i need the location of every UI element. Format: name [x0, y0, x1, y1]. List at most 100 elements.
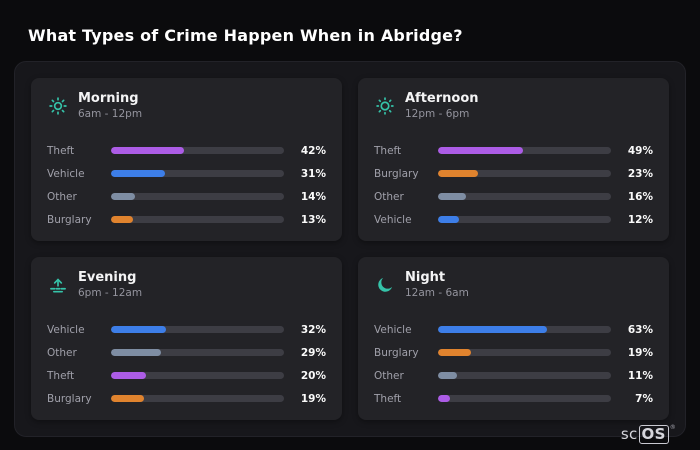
- bar-row: Theft 42%: [47, 143, 326, 158]
- bar-track: [111, 216, 284, 223]
- percentage-value: 7%: [635, 392, 653, 405]
- bar-fill: [111, 216, 134, 223]
- panel-afternoon-header: Afternoon 12pm - 6pm: [374, 91, 653, 120]
- panel-subtitle: 6am - 12pm: [78, 108, 143, 120]
- scos-logo: sc OS ®: [620, 423, 676, 444]
- bar-fill: [438, 372, 458, 379]
- category-label: Burglary: [374, 167, 419, 180]
- bar-fill: [438, 170, 478, 177]
- bar-row: Vehicle 32%: [47, 322, 326, 337]
- percentage-value: 19%: [627, 346, 653, 359]
- moon-icon: [374, 274, 396, 296]
- bar-row: Vehicle 31%: [47, 166, 326, 181]
- category-label: Other: [47, 190, 77, 203]
- bar-row: Vehicle 63%: [374, 322, 653, 337]
- bar-fill: [438, 326, 547, 333]
- category-label: Burglary: [47, 392, 92, 405]
- category-label: Burglary: [47, 213, 92, 226]
- category-label: Other: [374, 369, 404, 382]
- bar-fill: [438, 395, 451, 402]
- category-label: Vehicle: [374, 323, 412, 336]
- percentage-value: 19%: [300, 392, 326, 405]
- registered-mark: ®: [669, 423, 676, 431]
- percentage-value: 11%: [627, 369, 653, 382]
- panel-subtitle: 12pm - 6pm: [405, 108, 470, 120]
- panel-subtitle: 12am - 6am: [405, 287, 469, 299]
- bar-fill: [111, 349, 162, 356]
- panel-evening-header: Evening 6pm - 12am: [47, 270, 326, 299]
- bar-track: [111, 147, 284, 154]
- bar-track: [111, 349, 284, 356]
- bar-track: [438, 326, 611, 333]
- bar-chart: Theft 42% Vehicle 31% Other 14% Burglary…: [47, 143, 326, 229]
- panel-title: Night: [405, 270, 446, 285]
- percentage-value: 31%: [300, 167, 326, 180]
- percentage-value: 23%: [627, 167, 653, 180]
- bar-track: [111, 395, 284, 402]
- category-label: Theft: [374, 144, 402, 157]
- bar-row: Burglary 13%: [47, 212, 326, 227]
- bar-row: Other 29%: [47, 345, 326, 360]
- bar-track: [111, 170, 284, 177]
- percentage-value: 20%: [300, 369, 326, 382]
- page-title: What Types of Crime Happen When in Abrid…: [28, 26, 463, 45]
- bar-row: Burglary 19%: [374, 345, 653, 360]
- category-label: Vehicle: [47, 323, 85, 336]
- bar-row: Other 14%: [47, 189, 326, 204]
- sunset-icon: [47, 274, 69, 296]
- bar-row: Theft 20%: [47, 368, 326, 383]
- percentage-value: 13%: [300, 213, 326, 226]
- bar-fill: [438, 193, 466, 200]
- morning-sun-icon: [47, 95, 69, 117]
- panel-morning-header: Morning 6am - 12pm: [47, 91, 326, 120]
- category-label: Other: [47, 346, 77, 359]
- bar-chart: Vehicle 63% Burglary 19% Other 11% Theft…: [374, 322, 653, 408]
- percentage-value: 12%: [627, 213, 653, 226]
- panel-subtitle: 6pm - 12am: [78, 287, 143, 299]
- bar-row: Other 16%: [374, 189, 653, 204]
- bar-track: [438, 372, 611, 379]
- bar-row: Vehicle 12%: [374, 212, 653, 227]
- category-label: Burglary: [374, 346, 419, 359]
- bar-track: [438, 147, 611, 154]
- percentage-value: 32%: [300, 323, 326, 336]
- bar-row: Burglary 23%: [374, 166, 653, 181]
- percentage-value: 16%: [627, 190, 653, 203]
- percentage-value: 63%: [627, 323, 653, 336]
- bar-row: Burglary 19%: [47, 391, 326, 406]
- afternoon-sun-icon: [374, 95, 396, 117]
- bar-track: [438, 349, 611, 356]
- bar-fill: [111, 193, 136, 200]
- bar-fill: [111, 372, 146, 379]
- dashboard-card: Morning 6am - 12pm Theft 42% Vehicle 31%…: [14, 61, 686, 437]
- panel-title: Evening: [78, 270, 137, 285]
- bar-row: Theft 49%: [374, 143, 653, 158]
- panel-title: Afternoon: [405, 91, 479, 106]
- bar-fill: [111, 395, 144, 402]
- bar-fill: [438, 147, 523, 154]
- bar-track: [111, 372, 284, 379]
- category-label: Vehicle: [374, 213, 412, 226]
- category-label: Theft: [47, 144, 75, 157]
- bar-track: [438, 395, 611, 402]
- bar-fill: [111, 170, 165, 177]
- logo-suffix: OS: [638, 424, 669, 444]
- bar-row: Other 11%: [374, 368, 653, 383]
- bar-track: [438, 170, 611, 177]
- bar-fill: [438, 349, 471, 356]
- logo-prefix: sc: [620, 424, 638, 443]
- panel-night-header: Night 12am - 6am: [374, 270, 653, 299]
- category-label: Theft: [374, 392, 402, 405]
- bar-track: [111, 326, 284, 333]
- bar-chart: Vehicle 32% Other 29% Theft 20% Burglary…: [47, 322, 326, 408]
- panel-morning: Morning 6am - 12pm Theft 42% Vehicle 31%…: [31, 78, 342, 241]
- panel-title: Morning: [78, 91, 139, 106]
- panel-afternoon: Afternoon 12pm - 6pm Theft 49% Burglary …: [358, 78, 669, 241]
- category-label: Vehicle: [47, 167, 85, 180]
- panel-evening: Evening 6pm - 12am Vehicle 32% Other 29%…: [31, 257, 342, 420]
- percentage-value: 42%: [300, 144, 326, 157]
- bar-track: [438, 193, 611, 200]
- panel-night: Night 12am - 6am Vehicle 63% Burglary 19…: [358, 257, 669, 420]
- bar-track: [111, 193, 284, 200]
- bar-chart: Theft 49% Burglary 23% Other 16% Vehicle…: [374, 143, 653, 229]
